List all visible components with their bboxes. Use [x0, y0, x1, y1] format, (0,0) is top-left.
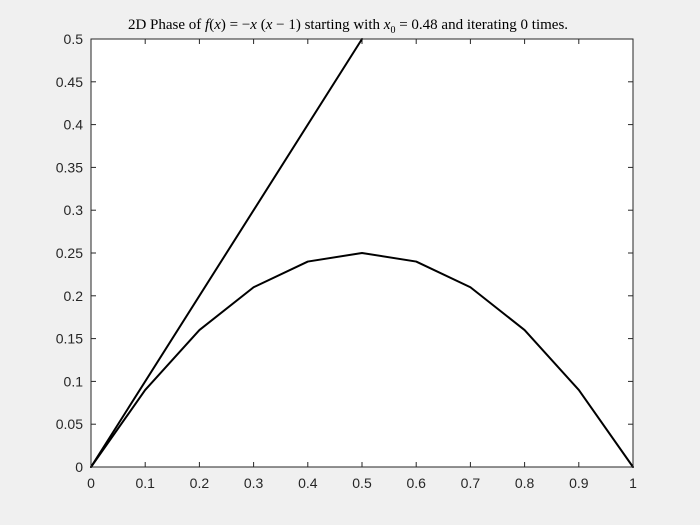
series-line-0 [90, 252, 634, 468]
title-mid-text: starting with [301, 17, 384, 33]
x-tick-labels: 0 0.1 0.2 0.3 0.4 0.5 0.6 0.7 0.8 0.9 1 [87, 475, 637, 491]
x-tick-label: 0.7 [461, 475, 481, 491]
chart-title: 2D Phase of f(x) = −x (x − 1) starting w… [128, 17, 568, 36]
title-suffix: and iterating 0 times. [438, 17, 568, 33]
title-prefix: 2D Phase of [128, 17, 205, 33]
title-eq: ) = − [221, 17, 250, 33]
y-tick-label: 0.2 [64, 288, 84, 304]
title-open-paren-1: ( [209, 17, 214, 33]
series-layer [90, 38, 634, 468]
y-tick-label: 0.45 [56, 74, 83, 90]
title-var-x2: x [249, 17, 257, 33]
x-tick-label: 0.5 [352, 475, 372, 491]
x-tick-label: 0 [87, 475, 95, 491]
y-tick-label: 0.15 [56, 331, 83, 347]
y-tick-label: 0.05 [56, 416, 83, 432]
title-var-x1: x [213, 17, 221, 33]
y-tick-label: 0.5 [64, 31, 84, 47]
x-tick-label: 0.9 [569, 475, 589, 491]
y-tick-label: 0.3 [64, 202, 84, 218]
axes-box [90, 38, 634, 468]
y-tick-label: 0.1 [64, 373, 84, 389]
title-open-paren-2: ( [257, 17, 266, 33]
title-var-x0: x [383, 17, 391, 33]
axis-ticks [90, 38, 634, 468]
y-tick-labels: 0 0.05 0.1 0.15 0.2 0.25 0.3 0.35 0.4 0.45 0.5 [56, 31, 83, 475]
x-tick-label: 0.6 [406, 475, 426, 491]
y-tick-label: 0 [75, 459, 83, 475]
series-line-1 [90, 38, 363, 468]
title-sub0: 0 [390, 25, 395, 36]
x-tick-label: 0.8 [515, 475, 535, 491]
y-tick-label: 0.35 [56, 159, 83, 175]
y-tick-label: 0.25 [56, 245, 83, 261]
title-func: f [205, 17, 211, 33]
x-tick-label: 1 [629, 475, 637, 491]
x-tick-label: 0.1 [135, 475, 155, 491]
x-tick-label: 0.4 [298, 475, 318, 491]
x-tick-label: 0.2 [190, 475, 210, 491]
title-minus-one: − 1) [272, 17, 300, 33]
y-tick-label: 0.4 [64, 117, 84, 133]
title-var-x3: x [265, 17, 273, 33]
title-eq-value: = 0.48 [395, 17, 437, 33]
x-tick-label: 0.3 [244, 475, 264, 491]
